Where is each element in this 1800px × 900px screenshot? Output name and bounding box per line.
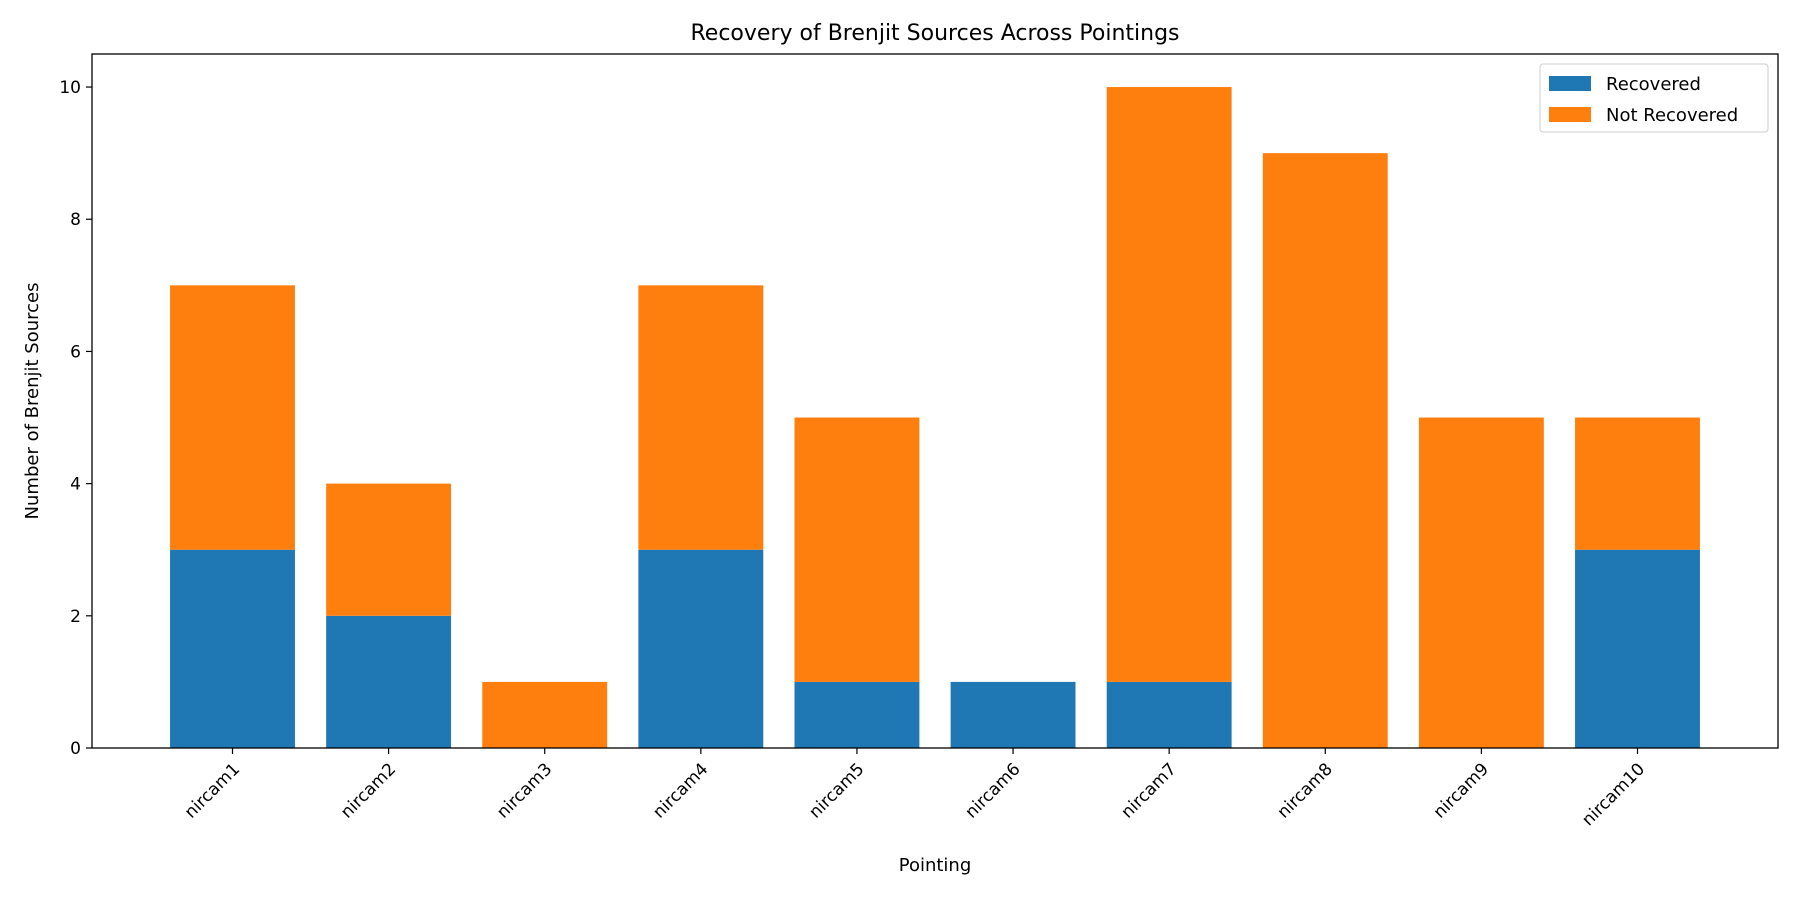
- y-tick-label: 2: [70, 607, 81, 627]
- legend-label: Recovered: [1606, 74, 1701, 95]
- y-tick-label: 0: [70, 739, 81, 759]
- x-axis: nircam1 nircam2 nircam3 nircam4 nircam5 nirca…: [181, 748, 1649, 830]
- x-tick-label: nircam4: [649, 759, 712, 822]
- legend-label: Not Recovered: [1606, 105, 1738, 126]
- y-tick-label: 6: [70, 342, 81, 362]
- bar-recovered-nircam2: [326, 615, 452, 748]
- bar-not-recovered-nircam8: [1262, 153, 1388, 749]
- legend-swatch: [1549, 107, 1591, 122]
- bars-group: [170, 87, 1700, 749]
- legend-box: [1539, 63, 1769, 133]
- x-tick-label: nircam2: [337, 759, 400, 822]
- bar-not-recovered-nircam3: [482, 681, 608, 748]
- x-tick-label: nircam6: [961, 759, 1024, 822]
- bar-not-recovered-nircam2: [326, 483, 452, 616]
- x-axis-title: Pointing: [899, 855, 972, 876]
- x-tick-label: nircam5: [805, 759, 868, 822]
- y-tick-label: 10: [59, 78, 81, 98]
- bar-not-recovered-nircam10: [1575, 417, 1700, 550]
- bar-recovered-nircam6: [950, 681, 1076, 748]
- x-tick-label: nircam10: [1578, 759, 1649, 830]
- chart-title: Recovery of Brenjit Sources Across Point…: [691, 21, 1180, 46]
- y-tick-label: 8: [70, 210, 81, 230]
- bar-recovered-nircam10: [1575, 549, 1700, 748]
- y-axis-title: Number of Brenjit Sources: [22, 283, 43, 520]
- x-tick-label: nircam7: [1118, 759, 1181, 822]
- bar-not-recovered-nircam7: [1106, 87, 1232, 682]
- bar-recovered-nircam4: [638, 549, 764, 748]
- y-tick-label: 4: [70, 475, 81, 495]
- legend-swatch: [1549, 76, 1591, 91]
- bar-recovered-nircam1: [170, 549, 295, 748]
- bar-not-recovered-nircam4: [638, 285, 764, 550]
- plot-frame: [91, 53, 1779, 749]
- x-tick-label: nircam9: [1430, 759, 1493, 822]
- y-axis: 0 2 4 6 8 10: [59, 78, 92, 759]
- legend: Recovered Not Recovered: [1539, 63, 1769, 133]
- bar-not-recovered-nircam9: [1418, 417, 1544, 748]
- bar-recovered-nircam5: [794, 681, 920, 748]
- x-tick-label: nircam3: [493, 759, 556, 822]
- bar-not-recovered-nircam1: [170, 285, 295, 550]
- x-tick-label: nircam1: [181, 759, 244, 822]
- bar-recovered-nircam7: [1106, 681, 1232, 748]
- bar-not-recovered-nircam5: [794, 417, 920, 682]
- x-tick-label: nircam8: [1274, 759, 1337, 822]
